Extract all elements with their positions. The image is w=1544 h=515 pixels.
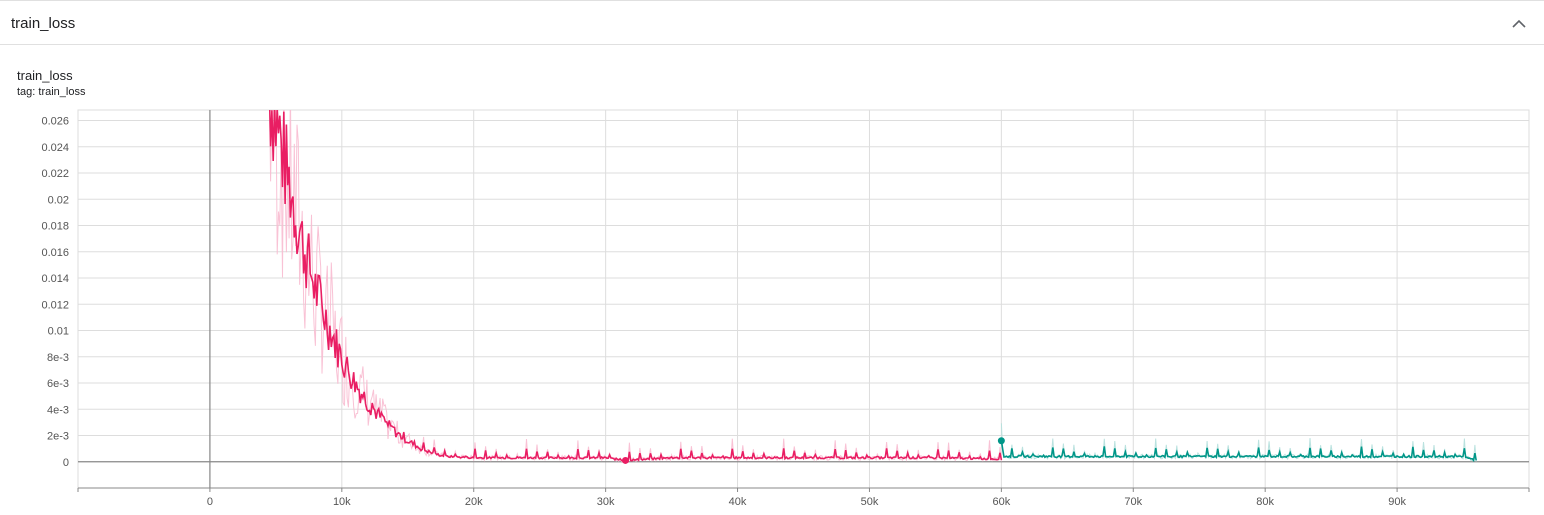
x-tick-label: 50k [861,496,879,508]
x-tick-label: 10k [333,496,351,508]
y-tick-label: 0.01 [48,326,69,338]
y-tick-label: 0 [63,457,69,469]
chart-container[interactable]: 0 2e-3 4e-3 6e-3 8e-3 0.01 0.012 0.014 0.016 0.01… [0,100,1544,510]
x-tick-label: 30k [597,496,615,508]
x-tick-label: 0 [207,496,213,508]
chevron-up-icon[interactable] [1508,13,1530,35]
x-tick-label: 90k [1388,496,1406,508]
tick-labels: 0 2e-3 4e-3 6e-3 8e-3 0.01 0.012 0.014 0.016 0.01… [41,116,1406,509]
axes [77,110,1530,492]
x-tick-label: 20k [465,496,483,508]
y-tick-label: 0.02 [48,194,69,206]
y-tick-label: 2e-3 [47,431,69,443]
grid [77,109,1530,489]
series-marker-1 [621,456,629,464]
card-title: train_loss [17,68,73,83]
x-tick-label: 80k [1256,496,1274,508]
line-chart[interactable]: 0 2e-3 4e-3 6e-3 8e-3 0.01 0.012 0.014 0.016 0.01… [0,100,1544,510]
y-tick-label: 0.018 [41,221,69,233]
series-markers [621,437,1005,464]
y-tick-label: 8e-3 [47,352,69,364]
y-tick-label: 4e-3 [47,404,69,416]
series-line-2 [1000,440,1477,463]
card-tag: tag: train_loss [17,86,86,98]
y-tick-label: 6e-3 [47,378,69,390]
y-tick-label: 0.024 [41,142,69,154]
series-marker-2 [997,437,1005,445]
section-header: train_loss [0,0,1544,45]
x-tick-label: 40k [729,496,747,508]
y-tick-label: 0.014 [41,273,69,285]
y-tick-label: 0.022 [41,168,69,180]
smoothed-series [268,110,1477,463]
y-tick-label: 0.012 [41,299,69,311]
x-tick-label: 60k [992,496,1010,508]
raw-series [269,110,1477,463]
x-tick-label: 70k [1124,496,1142,508]
plot-frame [77,109,1530,489]
series-line-1 [268,110,1003,463]
section-title: train_loss [11,15,76,32]
y-tick-label: 0.026 [41,116,69,128]
y-tick-label: 0.016 [41,247,69,259]
